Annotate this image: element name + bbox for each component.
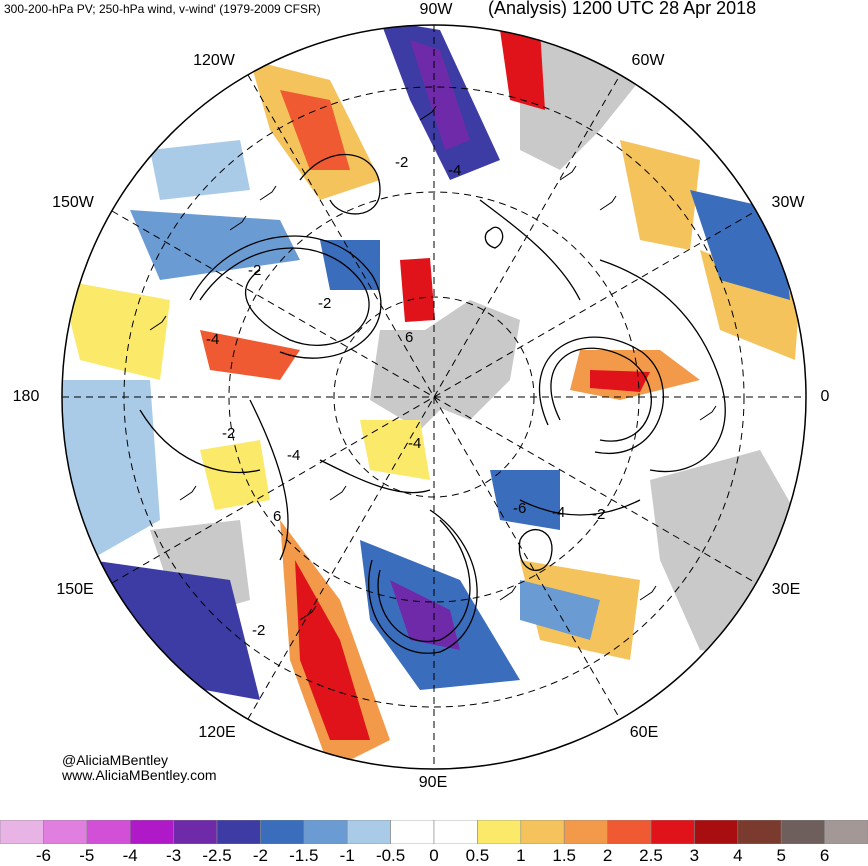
colorbar-cell (0, 820, 44, 844)
contour-label: -4 (552, 504, 565, 521)
lon-label-90e: 90E (418, 774, 448, 791)
colorbar-tick-label: -4 (122, 846, 138, 865)
contour-label: -4 (206, 331, 219, 348)
colorbar-cell (694, 820, 739, 844)
colorbar-tick-label: 2.5 (639, 846, 663, 865)
colorbar-tick-label: 3 (689, 846, 700, 865)
lon-label-120e: 120E (198, 724, 236, 741)
contour-label: -2 (395, 154, 408, 171)
lon-label-180: 180 (12, 388, 40, 405)
colorbar-tick-label: -2.5 (202, 846, 232, 865)
colorbar-cell (607, 820, 652, 844)
colorbar-cell (433, 820, 478, 844)
contour-label: -2 (592, 506, 605, 523)
lon-label-150w: 150W (52, 194, 94, 211)
colorbar-cell (86, 820, 131, 844)
wind-barbs (149, 105, 717, 621)
lon-label-60e: 60E (629, 724, 659, 741)
contour-label: 6 (405, 329, 413, 346)
colorbar-cell (303, 820, 348, 844)
colorbar-cell (780, 820, 825, 844)
colorbar-tick-label: -6 (35, 846, 51, 865)
colorbar-cell (737, 820, 782, 844)
colorbar-cell (824, 820, 868, 844)
contour-label: -2 (252, 622, 265, 639)
contour-label-group: -2 -4 -2 -2 -4 6 -2 -4 -6 -4 -2 6 -2 -4 (206, 154, 605, 639)
map-boundary (61, 24, 807, 770)
colorbar (0, 820, 868, 844)
colorbar-tick-label: 4 (733, 846, 743, 865)
colorbar-cell (173, 820, 218, 844)
pv-contours (139, 153, 726, 654)
colorbar-cell (129, 820, 174, 844)
colorbar-tick-label: 2 (602, 846, 613, 865)
contour-label: -4 (448, 162, 461, 179)
colorbar-tick-label: -0.5 (375, 846, 406, 865)
graticule (62, 25, 806, 769)
credit-twitter: @AliciaMBentley (62, 752, 169, 768)
contour-label: -4 (287, 447, 300, 464)
colorbar-tick-label: 0 (429, 846, 439, 865)
chart-title-right: (Analysis) 1200 UTC 28 Apr 2018 (488, 0, 757, 18)
lon-label-30e: 30E (771, 581, 801, 598)
colorbar-tick-label: -1.5 (289, 846, 319, 865)
colorbar-cell (520, 820, 565, 844)
colorbar-tick-label: -5 (79, 846, 95, 865)
pv-positive-shading (62, 30, 800, 769)
polar-map: -2 -4 -2 -2 -4 6 -2 -4 -6 -4 -2 6 -2 -4 (61, 24, 807, 770)
colorbar-cell (346, 820, 391, 844)
colorbar-tick-label: -2 (252, 846, 268, 865)
colorbar-tick-label: -3 (166, 846, 182, 865)
colorbar-cell (477, 820, 522, 844)
colorbar-cell (390, 820, 435, 844)
contour-label: -4 (408, 435, 421, 452)
chart-title-left: 300-200-hPa PV; 250-hPa wind, v-wind' (1… (4, 2, 321, 16)
colorbar-cell (563, 820, 608, 844)
lon-label-120w: 120W (193, 52, 235, 69)
contour-label: 6 (273, 508, 281, 525)
colorbar-tick-label: 1 (516, 846, 526, 865)
lon-label-90w: 90W (419, 1, 453, 18)
colorbar-tick-label: 5 (776, 846, 786, 865)
contour-label: -2 (222, 425, 235, 442)
colorbar-cell (43, 820, 88, 844)
colorbar-tick-label: 6 (819, 846, 830, 865)
colorbar-tick-label: 1.5 (552, 846, 577, 865)
lon-label-30w: 30W (771, 194, 805, 211)
lon-label-0: 0 (820, 388, 830, 405)
contour-label: -6 (513, 500, 526, 517)
lon-label-150e: 150E (56, 581, 94, 598)
contour-label: -2 (248, 262, 261, 279)
contour-label: -2 (318, 295, 331, 312)
colorbar-cell (650, 820, 695, 844)
colorbar-cell (260, 820, 305, 844)
lon-label-60w: 60W (631, 52, 665, 69)
colorbar-tick-label: -1 (339, 846, 355, 865)
colorbar-tick-label: 0.5 (465, 846, 490, 865)
credit-website: www.AliciaMBentley.com (62, 767, 217, 783)
colorbar-cell (216, 820, 261, 844)
